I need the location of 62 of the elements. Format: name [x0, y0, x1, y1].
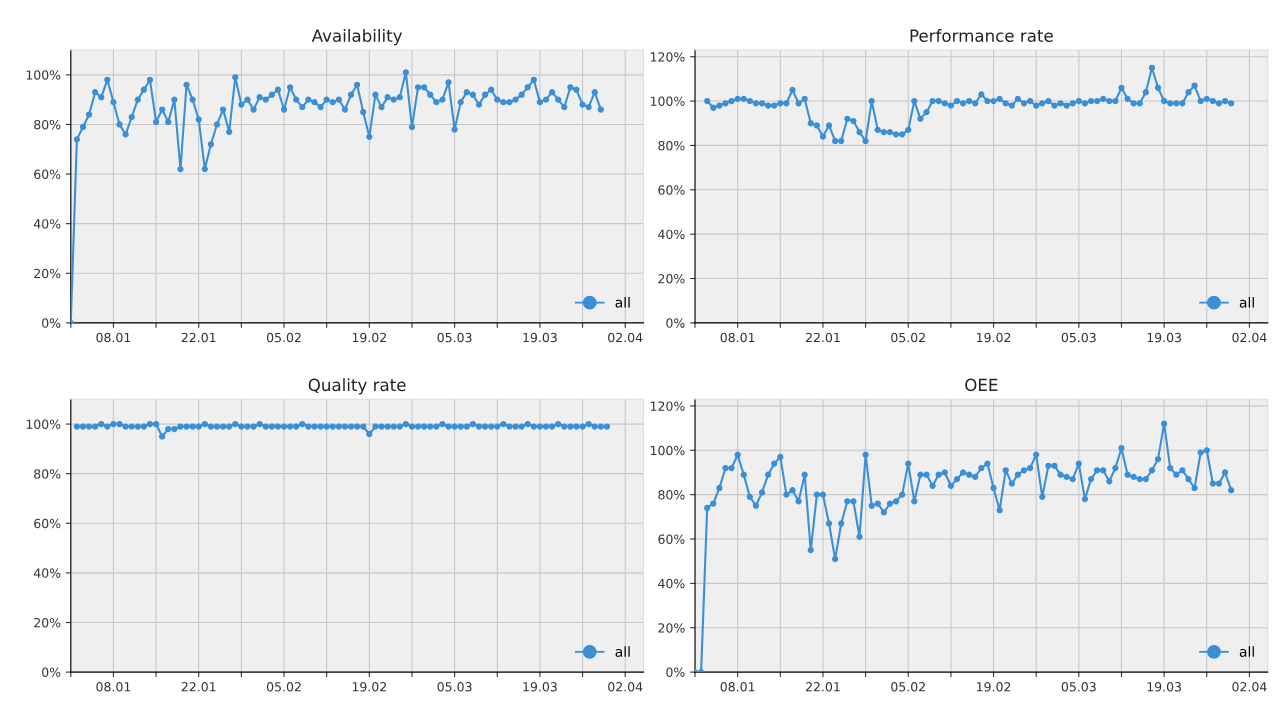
x-tick-label: 19.02 — [977, 332, 1011, 343]
y-tick-label: 100% — [650, 96, 685, 106]
x-tick-label: 08.01 — [96, 682, 131, 692]
legend-label: all — [615, 296, 630, 308]
y-tick-label: 80% — [658, 140, 685, 151]
y-tick-label: 100% — [650, 445, 685, 456]
x-tick-label: 05.02 — [266, 332, 301, 343]
y-tick-label: 20% — [658, 623, 685, 633]
x-tick-label: 19.02 — [352, 332, 386, 343]
y-tick-label: 60% — [34, 518, 61, 529]
y-tick-label: 120% — [650, 401, 685, 411]
x-tick-label: 19.03 — [1147, 682, 1182, 692]
y-tick-label: 100% — [26, 70, 61, 80]
y-tick-label: 40% — [658, 578, 685, 589]
x-tick-label: 05.02 — [891, 682, 925, 692]
y-tick-label: 20% — [34, 268, 61, 279]
y-tick-label: 0% — [42, 318, 61, 328]
y-tick-label: 20% — [658, 273, 685, 284]
x-tick-label: 05.03 — [1061, 682, 1096, 692]
x-tick-label: 05.03 — [437, 682, 472, 692]
y-tick-label: 60% — [658, 534, 685, 544]
legend-label: all — [1239, 646, 1254, 657]
x-tick-label: 02.04 — [608, 332, 643, 343]
y-tick-label: 40% — [33, 219, 61, 229]
x-tick-label: 19.03 — [523, 332, 557, 343]
x-tick-label: 05.03 — [1061, 332, 1096, 343]
x-tick-label: 02.04 — [1232, 332, 1267, 343]
y-tick-label: 80% — [658, 490, 685, 500]
y-tick-label: 60% — [34, 169, 61, 179]
x-tick-label: 05.02 — [266, 682, 301, 692]
x-tick-label: 22.01 — [805, 682, 840, 692]
x-tick-label: 08.01 — [720, 332, 755, 343]
x-tick-label: 22.01 — [181, 682, 216, 692]
legend-label: all — [615, 646, 630, 657]
y-tick-label: 120% — [650, 52, 685, 62]
legend-label: all — [1239, 296, 1254, 308]
chart-title: Availability — [311, 29, 403, 46]
x-tick-label: 05.03 — [437, 332, 472, 343]
y-tick-label: 80% — [34, 469, 61, 479]
chart-title: Quality rate — [308, 378, 406, 395]
x-tick-label: 08.01 — [720, 682, 755, 692]
y-tick-label: 80% — [34, 119, 61, 130]
chart-title: OEE — [965, 378, 998, 392]
x-tick-label: 22.01 — [181, 332, 216, 343]
y-tick-label: 0% — [666, 667, 685, 678]
y-tick-label: 40% — [658, 229, 685, 240]
y-tick-label: 0% — [42, 667, 61, 678]
chart-title: Performance rate — [910, 29, 1053, 42]
x-tick-label: 19.03 — [1147, 332, 1182, 343]
y-tick-label: 100% — [26, 419, 61, 429]
x-tick-label: 19.02 — [977, 682, 1011, 692]
x-tick-label: 22.01 — [805, 332, 840, 343]
x-tick-label: 02.04 — [608, 682, 643, 692]
y-tick-label: 60% — [658, 185, 685, 195]
x-tick-label: 08.01 — [96, 332, 131, 343]
x-tick-label: 19.02 — [352, 682, 386, 692]
x-tick-label: 19.03 — [523, 682, 557, 692]
x-tick-label: 02.04 — [1232, 682, 1267, 692]
y-tick-label: 40% — [33, 568, 61, 578]
y-tick-label: 20% — [34, 617, 61, 628]
x-tick-label: 05.02 — [891, 332, 925, 343]
y-tick-label: 0% — [666, 318, 685, 328]
